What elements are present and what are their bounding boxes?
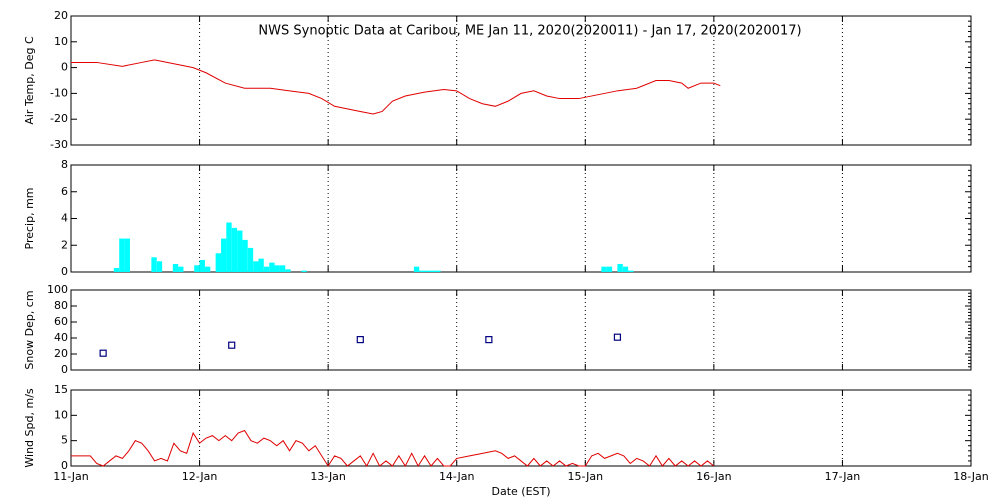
bar <box>413 266 420 272</box>
y-tick-label: 2 <box>61 238 68 251</box>
bar <box>124 238 130 272</box>
y-axis-label: Air Temp, Deg C <box>23 36 36 125</box>
y-tick-label: 6 <box>61 185 68 198</box>
bar <box>113 267 120 272</box>
point <box>485 336 493 344</box>
x-tick-label: 13-Jan <box>310 470 346 483</box>
bar <box>226 222 232 272</box>
bar <box>269 262 275 272</box>
x-tick-label: 14-Jan <box>439 470 475 483</box>
x-tick-label: 18-Jan <box>953 470 989 483</box>
point <box>228 341 236 349</box>
bar <box>622 266 629 272</box>
y-tick-label: 0 <box>61 459 68 472</box>
y-tick-label: -30 <box>50 138 68 151</box>
y-tick-label: 0 <box>61 61 68 74</box>
data-line <box>71 59 721 115</box>
y-axis-label: Precip, mm <box>23 188 36 250</box>
y-tick-label: 0 <box>61 265 68 278</box>
x-tick-label: 16-Jan <box>696 470 732 483</box>
bar <box>172 263 179 272</box>
bar <box>258 258 264 272</box>
y-tick-label: 40 <box>54 331 68 344</box>
bar <box>204 266 211 272</box>
bar <box>274 265 280 272</box>
x-tick-label: 12-Jan <box>182 470 218 483</box>
y-tick-label: 20 <box>54 347 68 360</box>
bar <box>628 270 634 272</box>
bar <box>247 247 254 272</box>
bar <box>156 261 163 272</box>
point <box>356 336 364 344</box>
y-axis-label: Snow Dep, cm <box>23 290 36 369</box>
x-tick-label: 17-Jan <box>825 470 861 483</box>
y-tick-label: 80 <box>54 299 68 312</box>
chart-title: NWS Synoptic Data at Caribou, ME Jan 11,… <box>258 24 801 39</box>
bar <box>253 261 259 272</box>
bar <box>429 270 436 272</box>
bar <box>237 230 243 272</box>
point <box>99 349 107 357</box>
bar <box>263 266 270 272</box>
y-axis-label: Wind Spd, m/s <box>23 388 36 468</box>
bar <box>194 265 200 272</box>
x-axis-label: Date (EST) <box>491 485 550 498</box>
bar <box>279 265 286 272</box>
point <box>613 333 622 341</box>
y-tick-label: 15 <box>54 383 68 396</box>
y-tick-label: 60 <box>54 315 68 328</box>
x-tick-label: 11-Jan <box>53 470 89 483</box>
bar <box>301 270 307 272</box>
data-line <box>71 429 715 468</box>
bar <box>178 266 184 272</box>
plot-frame <box>70 389 972 467</box>
x-tick-label: 15-Jan <box>568 470 604 483</box>
y-tick-label: 100 <box>47 283 68 296</box>
bar <box>606 266 613 272</box>
bar <box>419 270 425 272</box>
bar <box>285 269 291 272</box>
y-tick-label: 5 <box>61 434 68 447</box>
bar <box>242 239 248 272</box>
bar <box>119 238 125 272</box>
y-tick-label: -10 <box>50 86 68 99</box>
y-tick-label: 20 <box>54 9 68 22</box>
y-tick-label: -20 <box>50 112 68 125</box>
bar <box>617 263 623 272</box>
bar <box>215 253 221 272</box>
bar <box>199 259 205 272</box>
y-tick-label: 10 <box>54 408 68 421</box>
bar <box>424 270 430 272</box>
y-tick-label: 10 <box>54 35 68 48</box>
y-tick-label: 4 <box>61 212 68 225</box>
bar <box>231 227 238 272</box>
bar <box>435 270 441 272</box>
bar <box>221 238 227 272</box>
y-tick-label: 0 <box>61 363 68 376</box>
bar <box>601 266 607 272</box>
y-tick-label: 8 <box>61 158 68 171</box>
bar <box>151 257 157 272</box>
